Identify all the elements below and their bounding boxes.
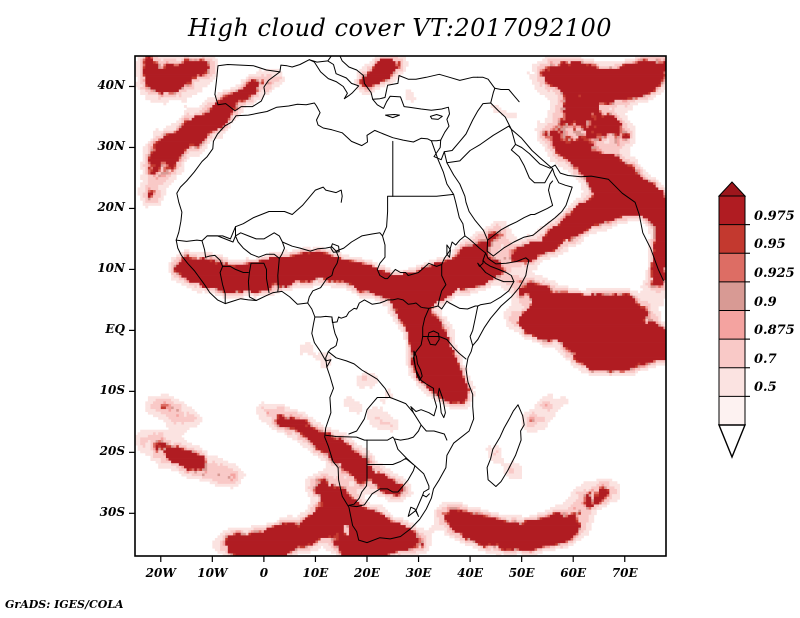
geo-boundary	[376, 235, 409, 280]
latitude-tick-label: 20S	[99, 444, 125, 459]
latitude-tick-label: 40N	[97, 78, 125, 93]
longitude-tick-label: 10W	[197, 566, 228, 580]
attribution-footer: GrADS: IGES/COLA	[5, 598, 124, 611]
geo-boundary	[486, 404, 525, 487]
geo-boundary	[308, 59, 360, 100]
latitude-tick-label: 30S	[99, 505, 125, 520]
cloud-cover-field	[135, 56, 666, 556]
geo-boundary	[392, 193, 455, 197]
geo-boundary	[348, 439, 368, 506]
geo-boundary	[422, 307, 430, 337]
geo-boundary	[175, 239, 207, 258]
colorbar-band	[718, 224, 746, 255]
geo-boundary	[407, 235, 466, 276]
geo-boundary	[510, 143, 554, 184]
geo-boundary	[487, 180, 554, 241]
geo-boundary	[389, 397, 417, 414]
geo-boundary	[175, 140, 530, 544]
longitude-tick-label: 30E	[405, 566, 432, 580]
geo-boundary	[412, 336, 440, 417]
latitude-tick-label: 10N	[97, 261, 125, 276]
colorbar-band	[718, 281, 746, 312]
geo-boundary	[490, 87, 520, 104]
colorbar-under-arrow	[717, 424, 747, 459]
geo-boundary	[335, 232, 383, 252]
longitude-tick-label: 70E	[611, 566, 638, 580]
geo-boundary	[314, 298, 439, 323]
colorbar-tick-label: 0.925	[754, 265, 795, 281]
geo-boundary	[206, 226, 236, 240]
longitude-tick-label: 60E	[560, 566, 587, 580]
latitude-tick-label: 20N	[97, 200, 125, 215]
longitude-tick-label: 10E	[302, 566, 329, 580]
geo-boundary	[235, 232, 285, 259]
axis-ticks	[129, 85, 626, 562]
geo-boundary	[446, 244, 451, 258]
geo-boundary	[407, 494, 424, 517]
geo-boundary	[330, 243, 340, 253]
geo-boundary	[205, 254, 224, 267]
page-title: High cloud cover VT:2017092100	[187, 14, 613, 42]
colorbar-band	[718, 338, 746, 369]
geo-boundary	[469, 305, 479, 347]
colorbar-band	[718, 310, 746, 341]
colorbar-tick-label: 0.7	[754, 351, 777, 367]
colorbar-tick-label: 0.5	[754, 380, 777, 396]
geo-boundary	[327, 351, 391, 435]
geo-boundary	[385, 114, 400, 119]
colorbar-tick-label: 0.9	[754, 294, 777, 310]
colorbar-band	[718, 395, 746, 426]
colorbar-tick-label: 0.95	[754, 237, 786, 253]
geo-boundary	[382, 195, 394, 237]
colorbar-tick-label: 0.875	[754, 323, 795, 339]
geo-boundary	[446, 125, 512, 164]
latitude-tick-label: 30N	[97, 139, 125, 154]
longitude-tick-label: 0	[259, 566, 269, 580]
latitude-tick-label: EQ	[105, 322, 125, 337]
geo-boundary	[438, 336, 467, 360]
longitude-tick-label: 50E	[508, 566, 535, 580]
geo-boundary	[443, 102, 664, 281]
geo-boundary	[175, 102, 573, 257]
map-frame	[134, 55, 667, 557]
geo-boundary	[414, 465, 430, 498]
colorbar-band	[718, 252, 746, 283]
geo-boundary	[372, 95, 450, 141]
longitude-tick-label: 40E	[457, 566, 484, 580]
geo-boundary	[214, 56, 479, 100]
geo-boundary	[437, 264, 479, 310]
geo-boundary	[277, 257, 280, 292]
colorbar	[717, 181, 750, 459]
longitude-tick-label: 20E	[354, 566, 380, 580]
colorbar-over-arrow	[717, 181, 747, 197]
coastlines-and-borders	[175, 56, 664, 544]
geo-boundary	[393, 438, 414, 465]
geo-boundary	[477, 259, 484, 267]
geo-boundary	[477, 76, 496, 89]
geo-boundary	[429, 114, 443, 120]
geo-boundary	[413, 350, 423, 381]
geo-boundary	[307, 250, 340, 304]
geo-boundary	[325, 316, 339, 368]
longitude-tick-label: 20W	[145, 566, 176, 580]
geo-boundary	[510, 128, 554, 170]
colorbar-band	[718, 367, 746, 398]
geo-boundary	[348, 465, 416, 508]
geo-boundary	[412, 412, 448, 441]
colorbar-tick-label: 0.975	[754, 208, 795, 224]
geo-boundary	[247, 262, 270, 301]
geo-boundary	[437, 387, 446, 419]
colorbar-band	[718, 195, 746, 226]
geo-boundary	[284, 186, 343, 215]
geo-boundary	[427, 330, 440, 346]
latitude-tick-label: 10S	[99, 383, 125, 398]
geo-boundary	[214, 71, 281, 112]
geo-boundary	[477, 281, 515, 307]
